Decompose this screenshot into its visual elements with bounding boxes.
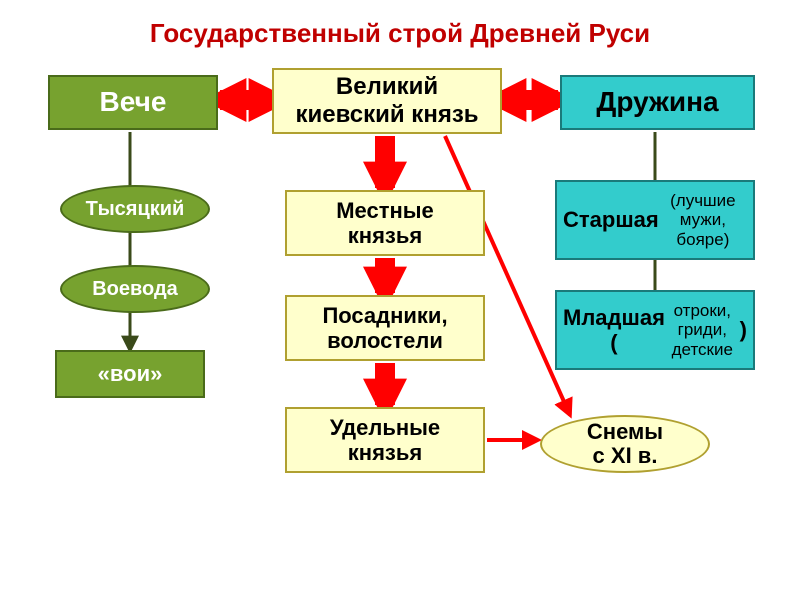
node-udel: Удельныекнязья [285,407,485,473]
node-local: Местныекнязья [285,190,485,256]
node-snemy: Снемыс XI в. [540,415,710,473]
diagram-title: Государственный строй Древней Руси [0,18,800,49]
node-voi: «вои» [55,350,205,398]
node-druzhina: Дружина [560,75,755,130]
node-voevoda: Воевода [60,265,210,313]
node-tysyatsky: Тысяцкий [60,185,210,233]
node-posad: Посадники,волостели [285,295,485,361]
node-mladsh: Младшая(отроки, гриди,детские) [555,290,755,370]
node-veche: Вече [48,75,218,130]
node-starsh: Старшая(лучшие мужи,бояре) [555,180,755,260]
node-prince: Великийкиевский князь [272,68,502,134]
